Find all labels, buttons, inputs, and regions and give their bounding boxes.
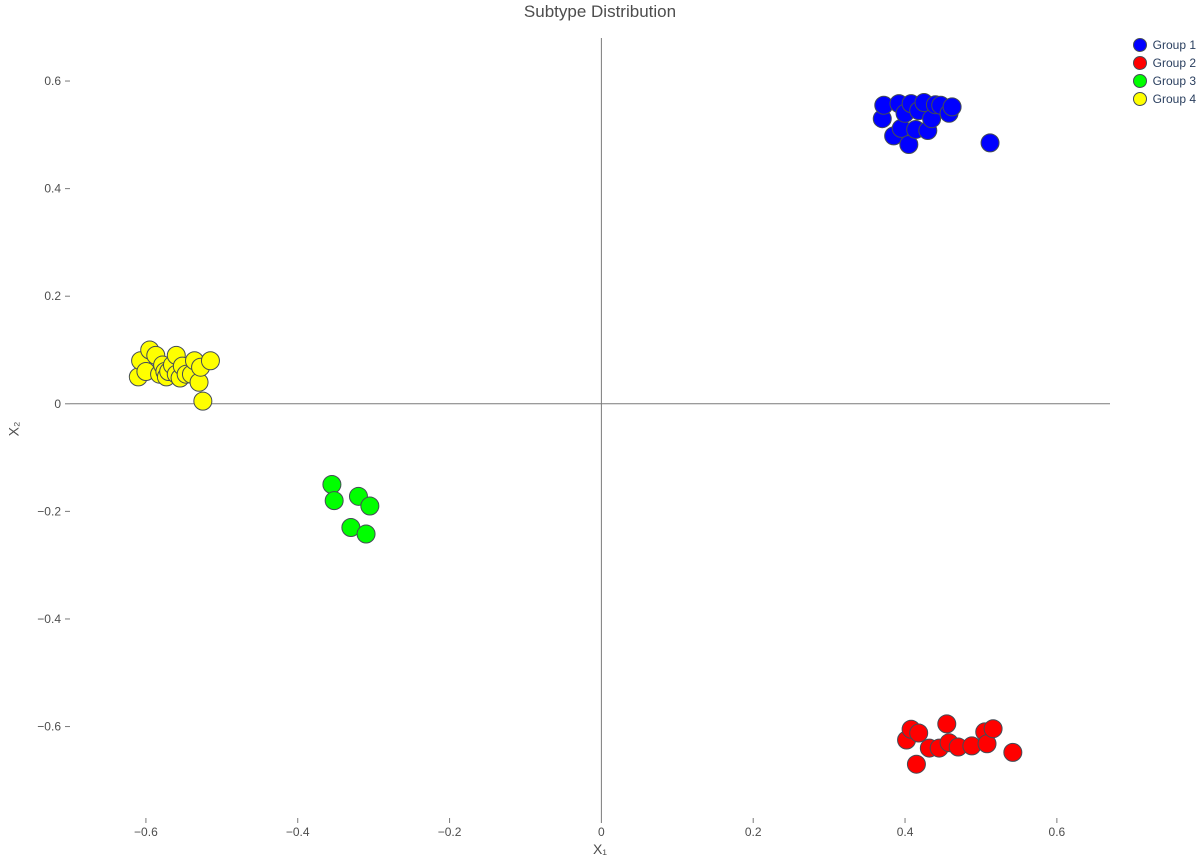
legend-item-3[interactable]: Group 3 <box>1133 74 1196 88</box>
legend-swatch <box>1133 38 1147 52</box>
legend-swatch <box>1133 92 1147 106</box>
scatter-plot: −0.6 −0.4 −0.2 0 0.2 0.4 0.6 −0.6 −0.4 −0.2 0 0.2 0.… <box>0 0 1200 857</box>
data-point[interactable] <box>201 352 219 370</box>
data-point[interactable] <box>325 492 343 510</box>
data-point[interactable] <box>981 134 999 152</box>
legend-label: Group 4 <box>1153 92 1196 106</box>
y-axis-label: X₂ <box>5 421 21 436</box>
y-tick-label: −0.6 <box>37 720 61 734</box>
legend-label: Group 2 <box>1153 56 1196 70</box>
legend-item-2[interactable]: Group 2 <box>1133 56 1196 70</box>
x-tick-label: −0.2 <box>438 825 462 839</box>
x-tick-label: 0.6 <box>1049 825 1066 839</box>
data-point[interactable] <box>323 475 341 493</box>
x-tick-label: −0.4 <box>286 825 310 839</box>
y-tick-label: 0 <box>54 397 61 411</box>
x-axis-label: X₁ <box>593 841 607 857</box>
plot-area <box>70 38 1110 818</box>
legend-label: Group 1 <box>1153 38 1196 52</box>
data-point[interactable] <box>910 724 928 742</box>
legend-swatch <box>1133 74 1147 88</box>
y-tick-label: −0.2 <box>37 504 61 518</box>
data-point[interactable] <box>357 525 375 543</box>
data-point[interactable] <box>938 715 956 733</box>
legend-item-1[interactable]: Group 1 <box>1133 38 1196 52</box>
legend-swatch <box>1133 56 1147 70</box>
legend: Group 1 Group 2 Group 3 Group 4 <box>1133 38 1196 110</box>
x-tick-label: −0.6 <box>134 825 158 839</box>
y-tick-label: −0.4 <box>37 612 61 626</box>
data-point[interactable] <box>943 98 961 116</box>
x-tick-label: 0.2 <box>745 825 762 839</box>
y-tick-label: 0.6 <box>44 74 61 88</box>
data-point[interactable] <box>984 720 1002 738</box>
chart-title: Subtype Distribution <box>0 2 1200 22</box>
legend-label: Group 3 <box>1153 74 1196 88</box>
y-tick-label: 0.2 <box>44 289 61 303</box>
x-tick-label: 0 <box>598 825 605 839</box>
legend-item-4[interactable]: Group 4 <box>1133 92 1196 106</box>
y-tick-label: 0.4 <box>44 182 61 196</box>
data-point[interactable] <box>194 392 212 410</box>
x-tick-label: 0.4 <box>897 825 914 839</box>
data-point[interactable] <box>907 755 925 773</box>
data-point[interactable] <box>1004 743 1022 761</box>
data-point[interactable] <box>361 497 379 515</box>
